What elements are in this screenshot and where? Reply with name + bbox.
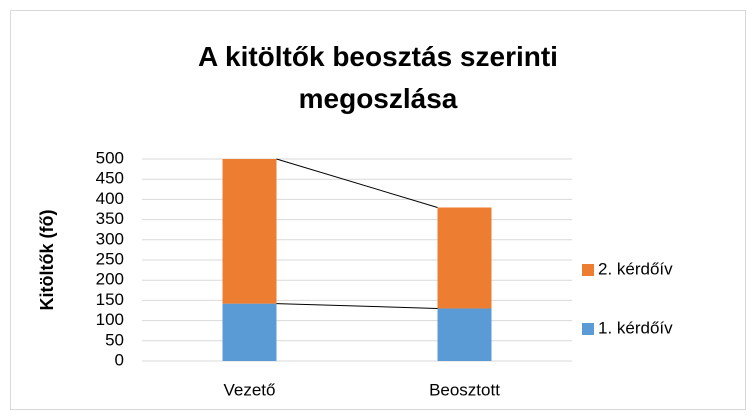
y-tick-label: 450 <box>96 169 124 188</box>
bar-segment <box>437 207 492 309</box>
y-tick-label: 300 <box>96 229 124 248</box>
chart-title: A kitöltők beosztás szerinti megoszlása <box>198 41 558 114</box>
y-tick-label: 350 <box>96 209 124 228</box>
x-tick-label: Beosztott <box>429 380 500 399</box>
y-tick-label: 200 <box>96 270 124 289</box>
y-axis-label: Kitöltők (fő) <box>37 210 57 311</box>
y-tick-label: 500 <box>96 148 124 167</box>
legend-swatch <box>582 323 594 335</box>
y-tick-label: 400 <box>96 189 124 208</box>
x-tick-label: Vezető <box>224 380 276 399</box>
bar-segment <box>222 159 277 304</box>
y-tick-label: 100 <box>96 310 124 329</box>
y-tick-label: 0 <box>115 350 124 369</box>
bar-segment <box>437 308 492 361</box>
series-line <box>276 303 438 309</box>
legend-label: 2. kérdőív <box>598 259 673 278</box>
series-line <box>276 158 438 208</box>
y-tick-label: 150 <box>96 290 124 309</box>
chart-border <box>10 10 746 410</box>
y-tick-label: 50 <box>105 330 124 349</box>
bar-segment <box>222 303 277 361</box>
legend-label: 1. kérdőív <box>598 318 673 337</box>
y-tick-label: 250 <box>96 249 124 268</box>
legend-swatch <box>582 264 594 276</box>
